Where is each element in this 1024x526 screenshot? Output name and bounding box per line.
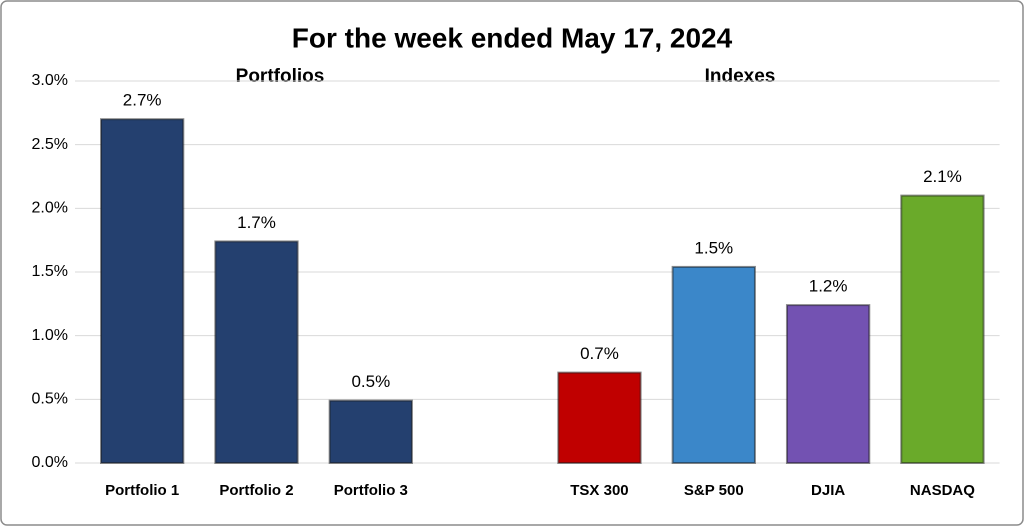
value-label: 1.7% (237, 213, 276, 232)
value-label: 1.5% (694, 238, 733, 257)
x-tick-label: TSX 300 (570, 482, 628, 499)
y-tick-label: 0.0% (32, 454, 68, 471)
y-tick-label: 3.0% (32, 72, 68, 89)
bar (785, 304, 871, 464)
y-tick-label: 0.5% (32, 391, 68, 408)
x-tick-label: DJIA (811, 482, 845, 499)
value-label: 0.7% (580, 344, 619, 363)
bar (671, 265, 756, 465)
y-tick-label: 2.0% (32, 200, 68, 217)
chart-title: For the week ended May 17, 2024 (292, 22, 733, 53)
x-tick-label: NASDAQ (910, 482, 975, 499)
group-label: Indexes (705, 66, 776, 87)
bar (328, 399, 413, 464)
bar (214, 240, 299, 464)
bar (100, 118, 185, 464)
y-tick-label: 1.0% (32, 327, 68, 344)
y-tick-label: 1.5% (32, 263, 68, 280)
x-tick-label: Portfolio 1 (105, 482, 179, 499)
y-tick-label: 2.5% (32, 136, 68, 153)
value-label: 2.7% (123, 91, 162, 110)
x-tick-label: S&P 500 (684, 482, 744, 499)
value-label: 0.5% (351, 372, 390, 391)
value-label: 1.2% (809, 277, 848, 296)
x-tick-label: Portfolio 3 (334, 482, 408, 499)
bar (557, 371, 642, 464)
bar (900, 194, 985, 464)
group-label: Portfolios (236, 66, 325, 87)
value-label: 2.1% (923, 167, 962, 186)
x-tick-label: Portfolio 2 (219, 482, 293, 499)
